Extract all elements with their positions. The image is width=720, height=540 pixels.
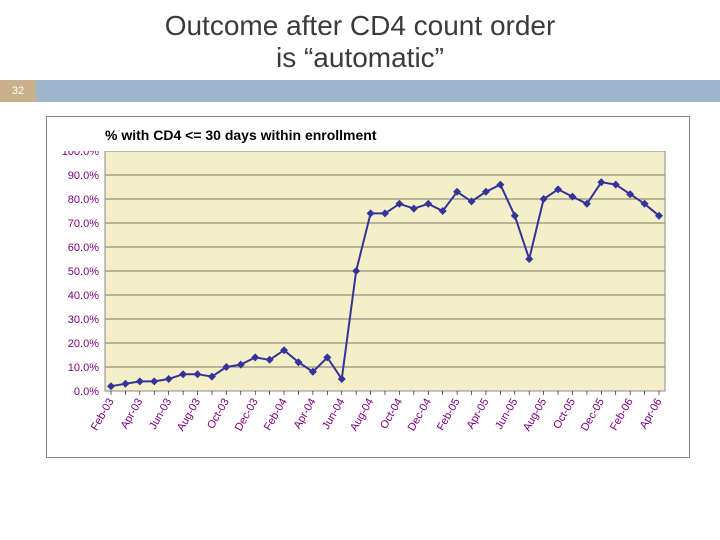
svg-text:Oct-04: Oct-04 xyxy=(378,397,405,432)
svg-text:Feb-04: Feb-04 xyxy=(262,397,290,433)
svg-text:30.0%: 30.0% xyxy=(68,314,99,326)
svg-text:Jun-03: Jun-03 xyxy=(147,397,174,432)
svg-text:0.0%: 0.0% xyxy=(74,386,99,398)
svg-text:100.0%: 100.0% xyxy=(62,151,100,158)
chart-svg: 0.0% 10.0% 20.0% 30.0% 40.0% 50.0% 60.0% 70.0% 8… xyxy=(57,151,675,451)
chart-container: % with CD4 <= 30 days within enrollment … xyxy=(46,116,690,458)
slide-number-badge: 32 xyxy=(0,80,36,102)
svg-text:20.0%: 20.0% xyxy=(68,338,99,350)
svg-text:Feb-05: Feb-05 xyxy=(435,397,463,433)
svg-text:10.0%: 10.0% xyxy=(68,362,99,374)
svg-text:50.0%: 50.0% xyxy=(68,266,99,278)
svg-text:Oct-03: Oct-03 xyxy=(205,397,232,432)
svg-text:40.0%: 40.0% xyxy=(68,290,99,302)
svg-text:Apr-05: Apr-05 xyxy=(465,397,492,432)
slide: { "title": { "line1": "Outcome after CD4… xyxy=(0,0,720,540)
chart-title: % with CD4 <= 30 days within enrollment xyxy=(57,125,679,151)
svg-text:Apr-03: Apr-03 xyxy=(119,397,146,432)
svg-text:70.0%: 70.0% xyxy=(68,218,99,230)
svg-text:Aug-05: Aug-05 xyxy=(521,397,549,434)
svg-text:Dec-03: Dec-03 xyxy=(233,397,261,434)
svg-text:Apr-06: Apr-06 xyxy=(638,397,665,432)
title-line-1: Outcome after CD4 count order xyxy=(40,10,680,42)
svg-text:Aug-04: Aug-04 xyxy=(348,397,376,434)
svg-text:Aug-03: Aug-03 xyxy=(175,397,203,434)
svg-text:Apr-04: Apr-04 xyxy=(292,397,319,432)
title-line-2: is “automatic” xyxy=(40,42,680,74)
svg-text:Dec-05: Dec-05 xyxy=(579,397,607,434)
svg-text:90.0%: 90.0% xyxy=(68,170,99,182)
svg-text:Dec-04: Dec-04 xyxy=(406,397,434,434)
accent-bar-fill xyxy=(36,80,720,102)
svg-text:Jun-05: Jun-05 xyxy=(493,397,520,432)
svg-text:80.0%: 80.0% xyxy=(68,194,99,206)
svg-text:Jun-04: Jun-04 xyxy=(320,397,347,432)
chart-plot: 0.0% 10.0% 20.0% 30.0% 40.0% 50.0% 60.0% 70.0% 8… xyxy=(57,151,679,451)
svg-text:Oct-05: Oct-05 xyxy=(551,397,578,432)
svg-text:Feb-06: Feb-06 xyxy=(608,397,636,433)
svg-text:Feb-03: Feb-03 xyxy=(89,397,117,433)
slide-title: Outcome after CD4 count order is “automa… xyxy=(0,0,720,80)
accent-bar: 32 xyxy=(0,80,720,102)
svg-text:60.0%: 60.0% xyxy=(68,242,99,254)
